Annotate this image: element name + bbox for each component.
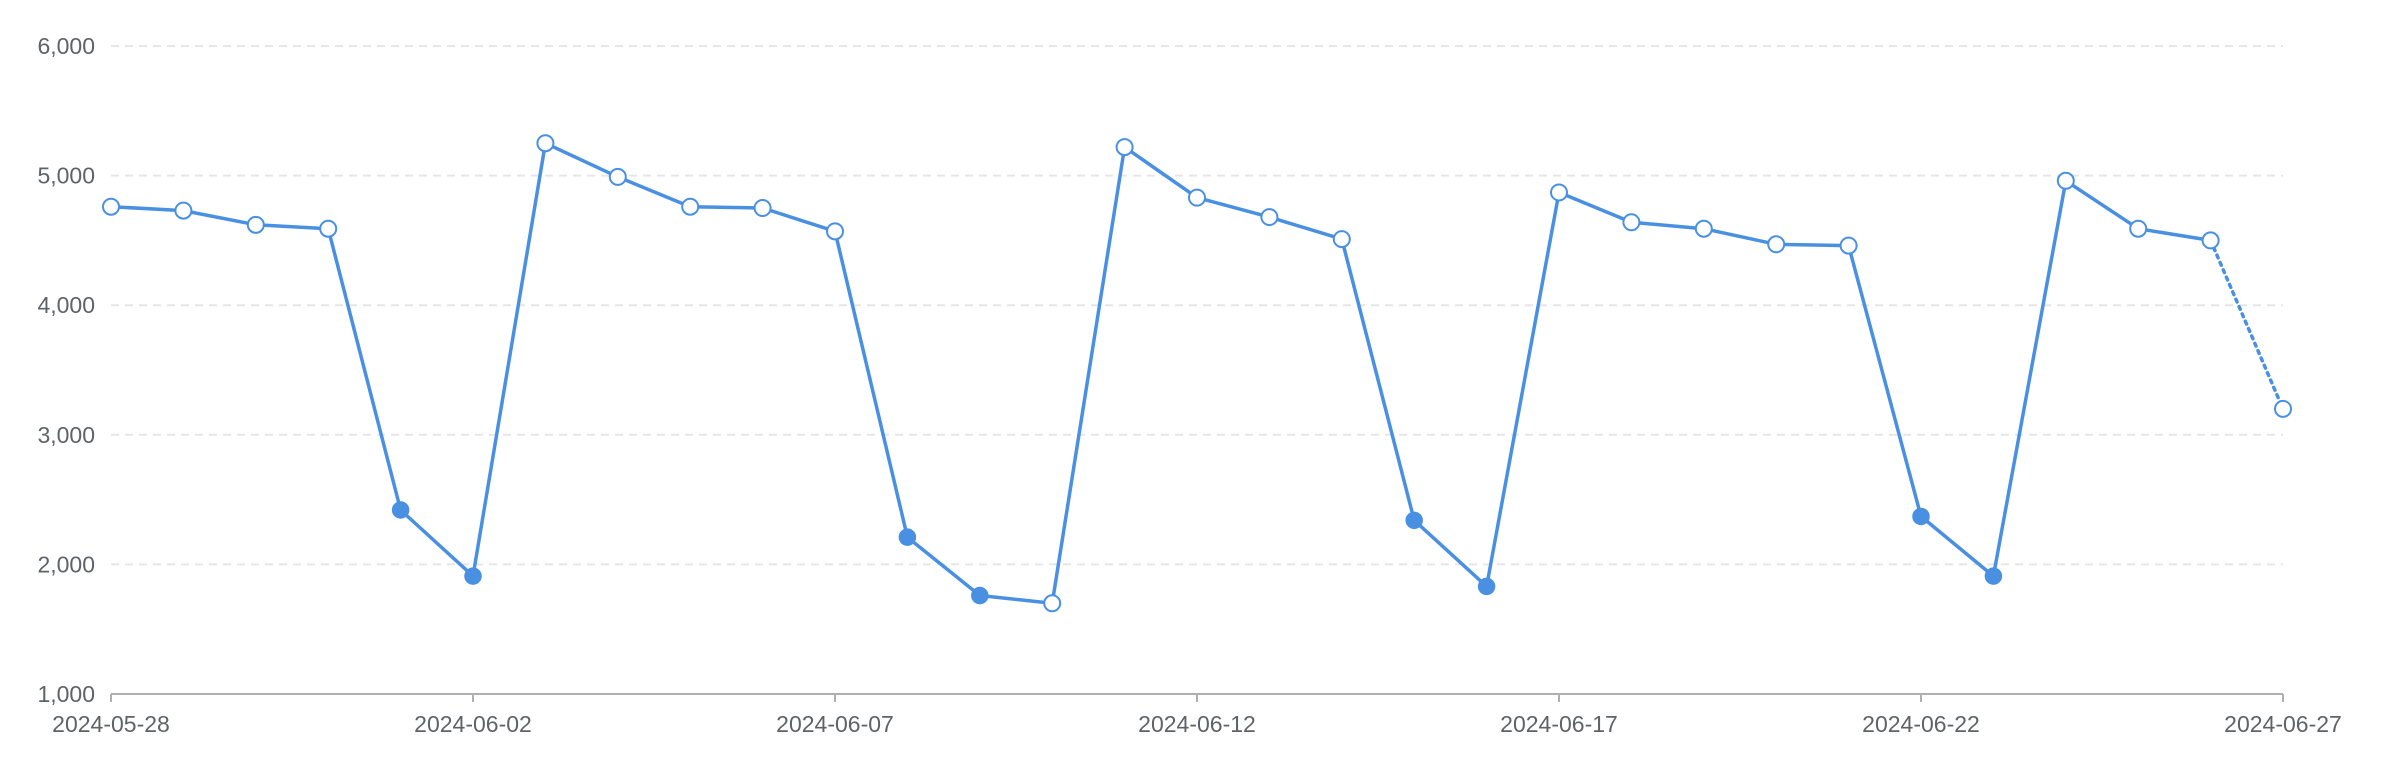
x-tick-label: 2024-05-28 [52,711,170,737]
data-point-filled[interactable] [898,528,917,546]
x-tick-label: 2024-06-27 [2224,711,2342,737]
data-point[interactable] [1188,188,1206,207]
x-tick-label: 2024-06-07 [776,711,894,737]
x-tick-label: 2024-06-12 [1138,711,1256,737]
data-point[interactable] [319,219,338,238]
data-point[interactable] [608,167,627,186]
data-point[interactable] [1332,230,1351,249]
data-point[interactable] [2056,171,2075,190]
y-tick-label: 5,000 [37,163,95,189]
y-axis-ticks: 1,000 2,000 3,000 4,000 5,000 6,000 [37,33,95,707]
y-tick-label: 2,000 [37,551,95,577]
x-axis-ticks: 2024-05-28 2024-06-02 2024-06-07 2024-06-12… [52,711,2342,737]
data-point[interactable] [826,222,844,241]
data-point[interactable] [1115,138,1134,157]
data-point[interactable] [2274,399,2292,418]
forecast-line [2208,238,2285,411]
data-point[interactable] [753,199,772,217]
data-point[interactable] [1694,219,1713,238]
data-point-filled[interactable] [1405,511,1423,530]
data-point-filled[interactable] [391,501,410,519]
y-tick-label: 6,000 [37,33,95,59]
data-point[interactable] [1839,236,1858,255]
data-point-filled[interactable] [1984,567,2003,585]
data-point[interactable] [1260,208,1279,227]
data-point-filled[interactable] [464,567,482,585]
series-layer [109,141,2285,606]
x-tick-label: 2024-06-22 [1862,711,1980,737]
data-point[interactable] [1622,213,1641,232]
data-point[interactable] [174,201,193,220]
data-point[interactable] [1767,235,1786,254]
data-point[interactable] [102,197,120,216]
data-point-filled[interactable] [1912,507,1930,526]
data-point[interactable] [536,134,555,153]
data-point-filled[interactable] [971,586,989,605]
y-tick-label: 4,000 [37,292,95,318]
data-point[interactable] [1043,594,1062,613]
y-tick-label: 1,000 [37,681,95,707]
data-point[interactable] [2129,219,2148,238]
x-tick-label: 2024-06-17 [1500,711,1618,737]
x-tick-label: 2024-06-02 [414,711,532,737]
data-point[interactable] [681,197,700,216]
data-point[interactable] [2201,231,2220,250]
series-line [109,141,2213,606]
data-point[interactable] [246,215,265,234]
grid-layer [111,45,2283,566]
axis-layer [110,693,2284,702]
data-point[interactable] [1550,183,1568,202]
data-point-filled[interactable] [1477,577,1496,596]
marker-layer [102,134,2292,613]
y-tick-label: 3,000 [37,422,95,448]
